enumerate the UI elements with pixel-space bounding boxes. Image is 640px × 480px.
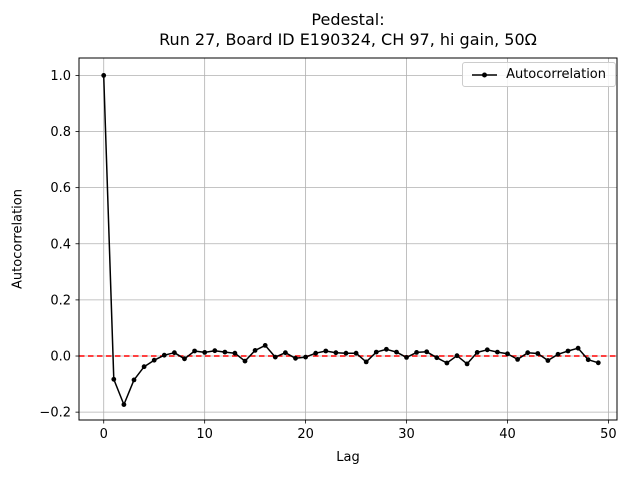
data-point-marker	[343, 350, 349, 356]
data-point-marker	[192, 348, 198, 354]
data-point-marker	[262, 343, 268, 348]
x-tick-label: 20	[297, 427, 314, 442]
y-axis-title: Autocorrelation	[10, 189, 26, 289]
data-point-marker	[293, 355, 298, 361]
data-point-marker	[434, 355, 440, 361]
data-point-marker	[111, 376, 117, 382]
y-tick-label: 1.0	[50, 69, 71, 84]
data-point-marker	[404, 355, 409, 360]
data-point-marker	[484, 347, 490, 353]
data-point-marker	[505, 351, 510, 357]
autocorrelation-line	[102, 75, 599, 406]
data-point-marker	[272, 354, 278, 360]
data-point-marker	[121, 402, 127, 407]
x-tick-label: 10	[196, 427, 213, 442]
data-point-marker	[313, 350, 319, 356]
data-point-marker	[161, 352, 167, 358]
x-tick-label: 0	[100, 427, 108, 442]
data-point-marker	[585, 357, 591, 363]
data-point-marker	[595, 360, 601, 366]
plot-spines	[78, 57, 618, 421]
data-point-marker	[444, 360, 450, 366]
data-point-marker	[172, 350, 177, 356]
data-point-marker	[182, 356, 187, 362]
y-tick-label: 0.2	[50, 293, 71, 308]
data-point-marker	[424, 349, 430, 355]
data-point-marker	[454, 353, 460, 359]
data-point-marker	[535, 351, 541, 356]
y-tick-label: 0.4	[50, 237, 71, 252]
data-point-marker	[555, 351, 561, 357]
y-tick-label: 0.0	[50, 350, 71, 365]
data-point-marker	[101, 73, 107, 78]
chart-title: Pedestal: Run 27, Board ID E190324, CH 9…	[79, 10, 617, 50]
data-point-marker	[353, 350, 359, 356]
legend: Autocorrelation	[462, 62, 616, 87]
data-point-marker	[141, 364, 147, 370]
data-point-marker	[565, 348, 571, 354]
y-tick-label: −0.2	[39, 406, 71, 421]
data-point-marker	[323, 348, 329, 354]
y-tick-label: 0.6	[50, 181, 71, 196]
data-point-marker	[283, 350, 288, 356]
chart-title-line1: Pedestal:	[311, 10, 385, 29]
data-point-marker	[303, 354, 308, 360]
x-axis-title: Lag	[336, 450, 360, 465]
data-point-marker	[495, 349, 500, 355]
x-tick-label: 50	[600, 427, 617, 442]
legend-line-sample	[472, 72, 498, 77]
data-point-marker	[373, 349, 379, 355]
data-point-marker	[414, 350, 419, 355]
data-point-marker	[545, 358, 551, 363]
data-point-marker	[474, 350, 480, 355]
data-point-marker	[151, 357, 157, 363]
data-point-marker	[384, 346, 389, 352]
data-point-marker	[222, 349, 228, 355]
data-point-marker	[394, 349, 399, 355]
data-point-marker	[575, 345, 581, 351]
data-point-marker	[525, 350, 531, 356]
data-point-marker	[363, 359, 369, 365]
data-point-marker	[464, 361, 470, 367]
x-tick-label: 40	[499, 427, 516, 442]
data-point-marker	[202, 350, 208, 355]
y-tick-label: 0.8	[50, 125, 71, 140]
data-point-marker	[131, 377, 137, 383]
data-point-marker	[252, 348, 258, 353]
data-point-marker	[515, 357, 520, 362]
x-tick-label: 30	[398, 427, 415, 442]
data-point-marker	[333, 350, 339, 356]
chart-title-line2: Run 27, Board ID E190324, CH 97, hi gain…	[159, 30, 537, 49]
data-point-marker	[212, 348, 218, 354]
legend-label: Autocorrelation	[506, 67, 606, 82]
data-point-marker	[242, 358, 248, 364]
data-point-marker	[232, 350, 238, 356]
